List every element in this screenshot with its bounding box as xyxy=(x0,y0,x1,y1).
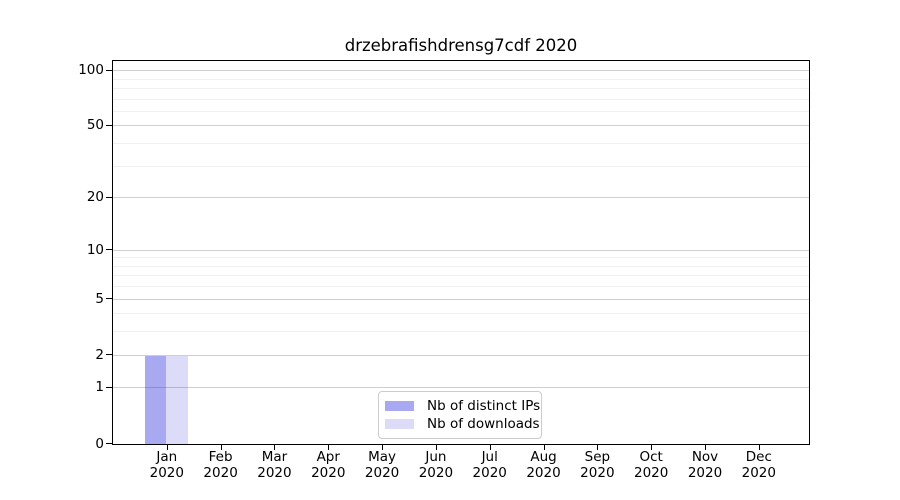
gridline-major-5 xyxy=(113,298,809,300)
x-tick-label-may: May 2020 xyxy=(340,449,424,481)
x-tick-label-jun: Jun 2020 xyxy=(394,449,478,481)
x-tick-label-feb: Feb 2020 xyxy=(179,449,263,481)
gridline-minor-60 xyxy=(113,110,809,112)
gridline-minor-3 xyxy=(113,331,809,333)
x-tick-label-jul: Jul 2020 xyxy=(448,449,532,481)
x-tick-year: 2020 xyxy=(311,464,346,481)
gridline-major-100 xyxy=(113,70,809,72)
x-tick-label-jan: Jan 2020 xyxy=(125,449,209,481)
legend-swatch-downloads xyxy=(385,419,414,429)
x-tick-mark-dec xyxy=(758,445,760,450)
gridline-minor-7 xyxy=(113,275,809,277)
legend-item-downloads: Nb of downloads xyxy=(385,415,540,433)
x-tick-mark-may xyxy=(382,445,384,450)
y-tick-mark-0 xyxy=(106,443,112,444)
y-tick-label-100: 100 xyxy=(78,62,104,79)
x-tick-year: 2020 xyxy=(203,464,238,481)
bar-nb-of-downloads-jan xyxy=(166,355,188,444)
x-tick-mark-aug xyxy=(543,445,545,450)
legend: Nb of distinct IPs Nb of downloads xyxy=(378,391,542,439)
y-tick-label-20: 20 xyxy=(86,189,104,206)
x-tick-label-apr: Apr 2020 xyxy=(286,449,370,481)
x-tick-mark-jul xyxy=(489,445,491,450)
x-tick-label-nov: Nov 2020 xyxy=(663,449,747,481)
x-tick-year: 2020 xyxy=(472,464,507,481)
gridline-major-1 xyxy=(113,387,809,389)
gridline-major-2 xyxy=(113,354,809,356)
y-tick-label-1: 1 xyxy=(95,379,104,396)
gridline-major-20 xyxy=(113,197,809,199)
x-tick-label-oct: Oct 2020 xyxy=(609,449,693,481)
legend-label: Nb of distinct IPs xyxy=(427,398,541,414)
bar-nb-of-distinct-ips-jan xyxy=(144,355,167,444)
y-tick-label-2: 2 xyxy=(95,346,104,363)
x-tick-label-sep: Sep 2020 xyxy=(555,449,639,481)
y-tick-mark-20 xyxy=(106,196,112,198)
x-tick-mark-oct xyxy=(651,445,653,450)
gridline-major-10 xyxy=(113,249,809,251)
gridline-minor-70 xyxy=(113,98,809,100)
y-tick-mark-100 xyxy=(106,69,112,71)
x-tick-mark-feb xyxy=(220,445,222,450)
y-tick-label-50: 50 xyxy=(86,117,104,134)
y-tick-label-10: 10 xyxy=(86,241,104,258)
x-tick-year: 2020 xyxy=(741,464,776,481)
y-tick-mark-50 xyxy=(106,124,112,126)
legend-item-distinct-ips: Nb of distinct IPs xyxy=(385,397,540,415)
x-tick-label-mar: Mar 2020 xyxy=(232,449,316,481)
x-tick-label-aug: Aug 2020 xyxy=(502,449,586,481)
x-tick-year: 2020 xyxy=(149,464,184,481)
gridline-minor-4 xyxy=(113,313,809,315)
x-tick-label-dec: Dec 2020 xyxy=(717,449,801,481)
x-tick-year: 2020 xyxy=(687,464,723,481)
gridline-minor-8 xyxy=(113,265,809,267)
x-tick-year: 2020 xyxy=(580,464,615,481)
x-tick-year: 2020 xyxy=(633,464,669,481)
x-tick-year: 2020 xyxy=(364,464,400,481)
gridline-minor-6 xyxy=(113,286,809,288)
legend-label: Nb of downloads xyxy=(427,416,540,432)
x-tick-year: 2020 xyxy=(418,464,454,481)
y-tick-label-0: 0 xyxy=(95,435,104,452)
chart-title: drzebrafishdrensg7cdf 2020 xyxy=(344,36,578,55)
gridline-minor-40 xyxy=(113,143,809,145)
y-tick-label-5: 5 xyxy=(95,290,104,307)
gridline-major-50 xyxy=(113,125,809,127)
x-tick-year: 2020 xyxy=(257,464,292,481)
y-tick-mark-2 xyxy=(106,354,112,356)
x-tick-year: 2020 xyxy=(526,464,561,481)
legend-swatch-distinct-ips xyxy=(385,401,414,411)
plot-area xyxy=(112,60,810,445)
gridline-minor-80 xyxy=(113,87,809,89)
y-tick-mark-10 xyxy=(106,249,112,250)
gridline-minor-9 xyxy=(113,257,809,259)
x-tick-mark-mar xyxy=(274,445,276,450)
y-tick-mark-5 xyxy=(106,298,112,300)
gridline-minor-90 xyxy=(113,78,809,80)
gridline-minor-30 xyxy=(113,165,809,167)
x-tick-mark-jun xyxy=(435,445,437,450)
x-tick-mark-sep xyxy=(597,445,599,450)
y-tick-mark-1 xyxy=(106,386,112,388)
x-tick-mark-apr xyxy=(328,445,330,450)
x-tick-mark-jan xyxy=(166,445,168,450)
x-tick-mark-nov xyxy=(705,445,706,450)
